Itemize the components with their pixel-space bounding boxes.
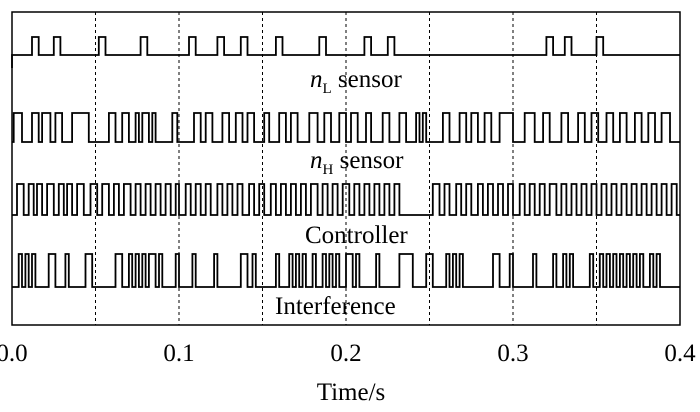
x-axis-title: Time/s <box>317 379 386 406</box>
x-tick-label: 0.0 <box>0 340 28 367</box>
series-label-nl-sensor: nL sensor <box>310 66 402 97</box>
series-label-controller: Controller <box>305 222 408 249</box>
waveform-nl-sensor <box>11 36 680 68</box>
signal-waveforms <box>11 36 680 288</box>
series-label-nh-sensor: nH sensor <box>310 147 404 178</box>
x-tick-label: 0.4 <box>664 340 696 367</box>
x-tick-label: 0.3 <box>497 340 528 367</box>
plot-frame <box>11 11 681 326</box>
series-label-interference: Interference <box>275 293 396 320</box>
x-tick-label: 0.2 <box>330 340 361 367</box>
x-tick-labels: 0.0 0.1 0.2 0.3 0.4 <box>0 340 696 367</box>
waveform-controller <box>12 183 680 216</box>
waveform-interference <box>12 253 680 288</box>
x-tick-label: 0.1 <box>163 340 194 367</box>
waveform-nh-sensor <box>12 112 680 143</box>
